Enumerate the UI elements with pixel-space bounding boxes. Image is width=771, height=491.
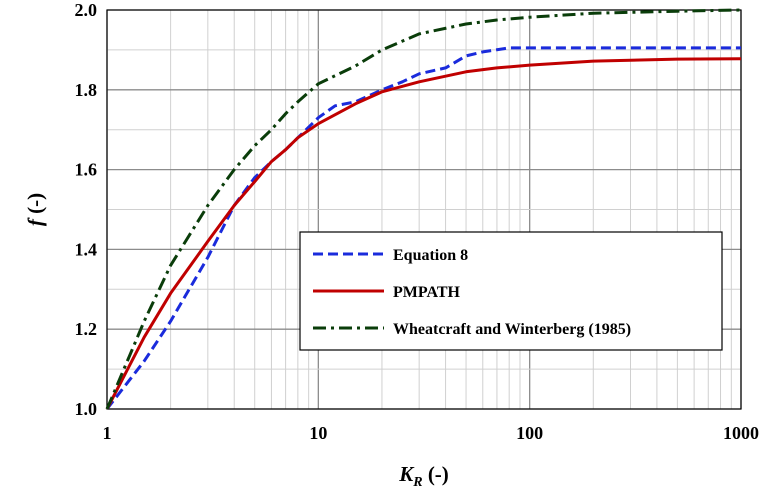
y-tick-label: 1.4 bbox=[75, 239, 98, 259]
legend-label-1: Equation 8 bbox=[393, 247, 468, 264]
legend-items: Equation 8 PMPATH Wheatcraft and Winterber… bbox=[313, 247, 631, 338]
x-tick-label: 1000 bbox=[723, 423, 759, 443]
y-tick-label: 1.8 bbox=[75, 80, 98, 100]
y-tick-label: 1.6 bbox=[75, 160, 98, 180]
x-axis-title: KR (-) bbox=[398, 462, 449, 490]
series-lines bbox=[105, 8, 742, 410]
y-axis-title: f (-) bbox=[23, 193, 47, 226]
legend-label-2: PMPATH bbox=[393, 284, 461, 301]
legend-label-3: Wheatcraft and Winterberg (1985) bbox=[393, 321, 631, 338]
y-axis-title-main: f bbox=[23, 217, 47, 226]
x-tick-label: 1 bbox=[103, 423, 112, 443]
plot-area-frame bbox=[106, 9, 742, 410]
x-tick-label: 100 bbox=[516, 423, 543, 443]
x-axis-title-suffix: (-) bbox=[423, 462, 449, 486]
y-tick-label: 1.2 bbox=[75, 319, 98, 339]
legend: Equation 8 PMPATH Wheatcraft and Winterber… bbox=[299, 231, 723, 351]
y-tick-labels: 1.0 1.2 1.4 1.6 1.8 2.0 bbox=[75, 0, 98, 419]
x-tick-label: 10 bbox=[309, 423, 327, 443]
y-tick-label: 1.0 bbox=[75, 399, 98, 419]
series-line-2 bbox=[105, 57, 742, 410]
series-line-1 bbox=[105, 46, 741, 410]
y-tick-label: 2.0 bbox=[75, 0, 98, 20]
y-axis-title-suffix: (-) bbox=[23, 193, 47, 219]
series-line-3 bbox=[105, 8, 742, 410]
x-axis-title-main: K bbox=[398, 462, 415, 486]
x-tick-labels: 1 10 100 1000 bbox=[103, 423, 760, 443]
x-axis-title-subscript: R bbox=[412, 475, 422, 490]
